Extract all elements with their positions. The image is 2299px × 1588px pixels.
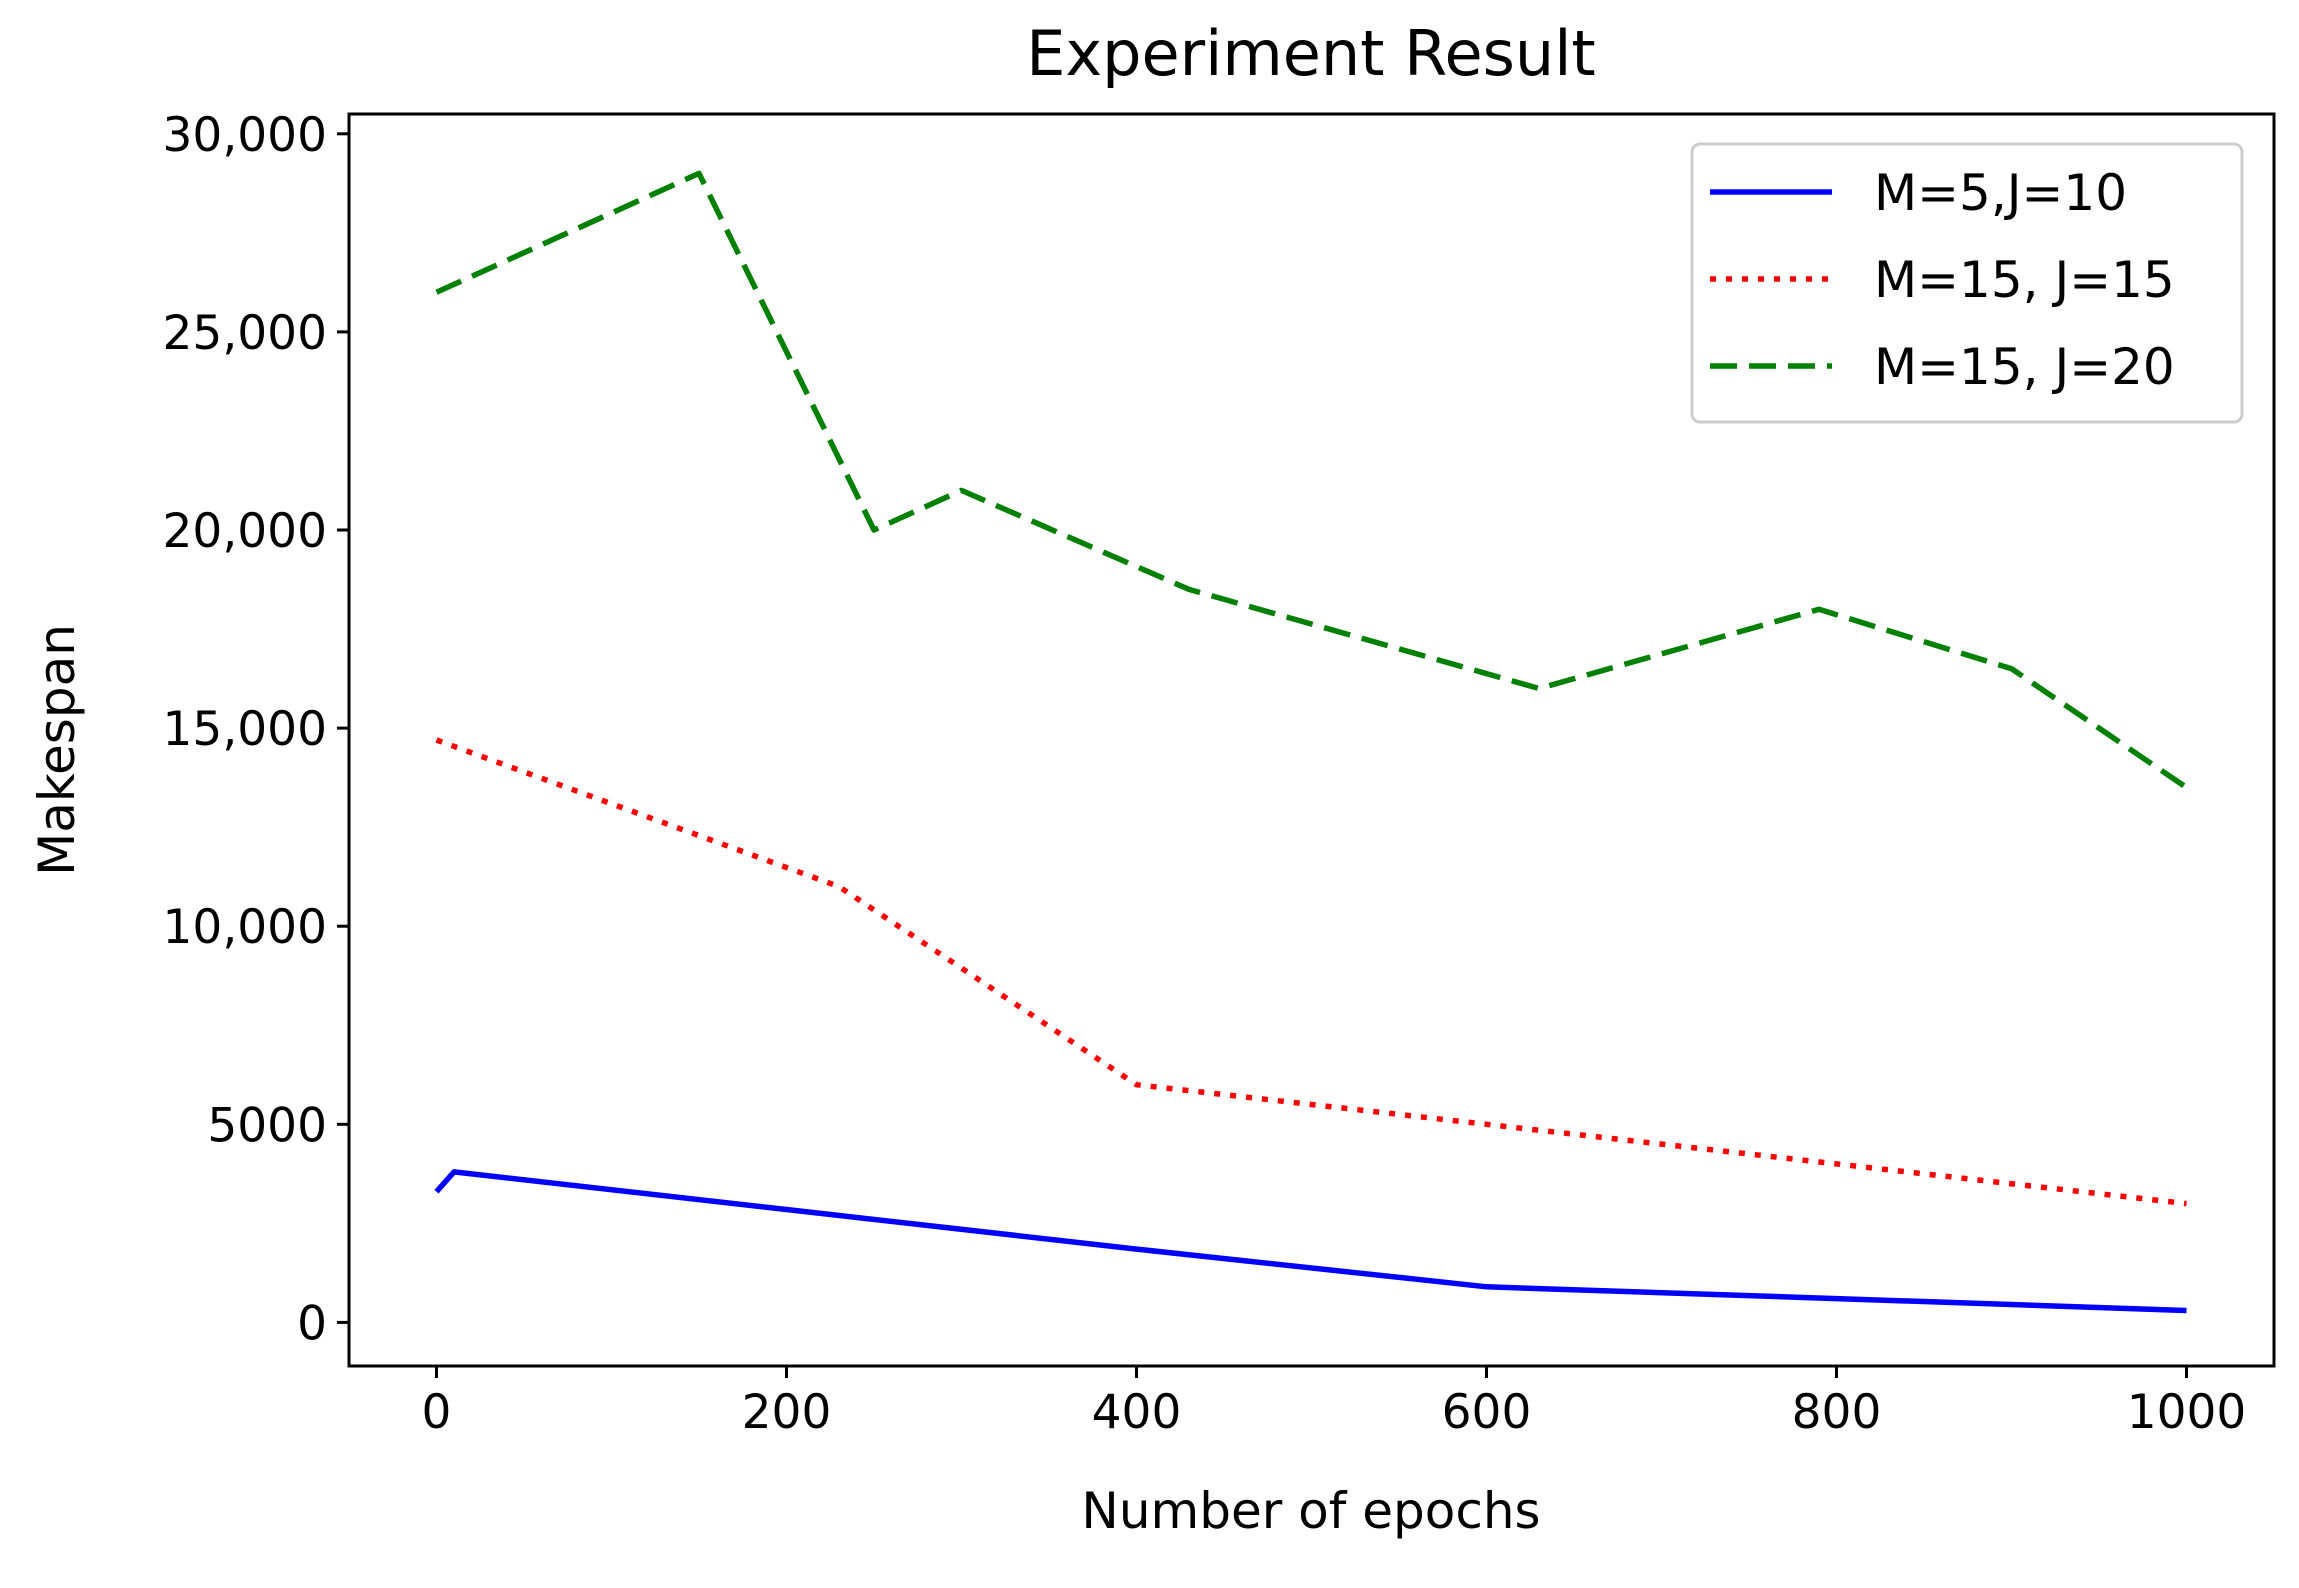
y-tick-label: 25,000 — [163, 306, 327, 361]
y-tick-label: 15,000 — [163, 702, 327, 757]
x-tick-label: 600 — [1442, 1385, 1532, 1440]
x-axis: 0 200 400 600 800 1000 — [422, 1366, 2247, 1440]
y-tick-label: 5000 — [207, 1098, 327, 1153]
series-line-2 — [435, 737, 2187, 1207]
x-tick-label: 800 — [1792, 1385, 1882, 1440]
series-line-3 — [435, 170, 2189, 790]
series-layer — [434, 170, 2189, 1314]
y-tick-label: 10,000 — [163, 900, 327, 955]
x-tick-label: 0 — [422, 1385, 452, 1440]
x-tick-label: 200 — [742, 1385, 832, 1440]
x-axis-label: Number of epochs — [1081, 1482, 1540, 1540]
plot-frame — [347, 112, 2276, 1368]
y-axis: 0 5000 10,000 15,000 20,000 25,000 30,000 — [163, 108, 349, 1351]
x-tick-label: 1000 — [2127, 1385, 2247, 1440]
series-line-1 — [434, 1169, 2187, 1314]
y-tick-label: 20,000 — [163, 504, 327, 559]
y-tick-label: 0 — [297, 1296, 327, 1351]
legend-label-2: M=15, J=15 — [1874, 251, 2175, 309]
y-axis-label: Makespan — [28, 624, 86, 876]
legend-label-3: M=15, J=20 — [1874, 338, 2175, 396]
chart-title: Experiment Result — [1026, 17, 1596, 90]
legend: M=5,J=10 M=15, J=15 M=15, J=20 — [1690, 142, 2244, 424]
legend-label-1: M=5,J=10 — [1874, 164, 2127, 222]
x-tick-label: 400 — [1092, 1385, 1182, 1440]
legend-box — [1690, 142, 2244, 424]
y-tick-label: 30,000 — [163, 108, 327, 163]
